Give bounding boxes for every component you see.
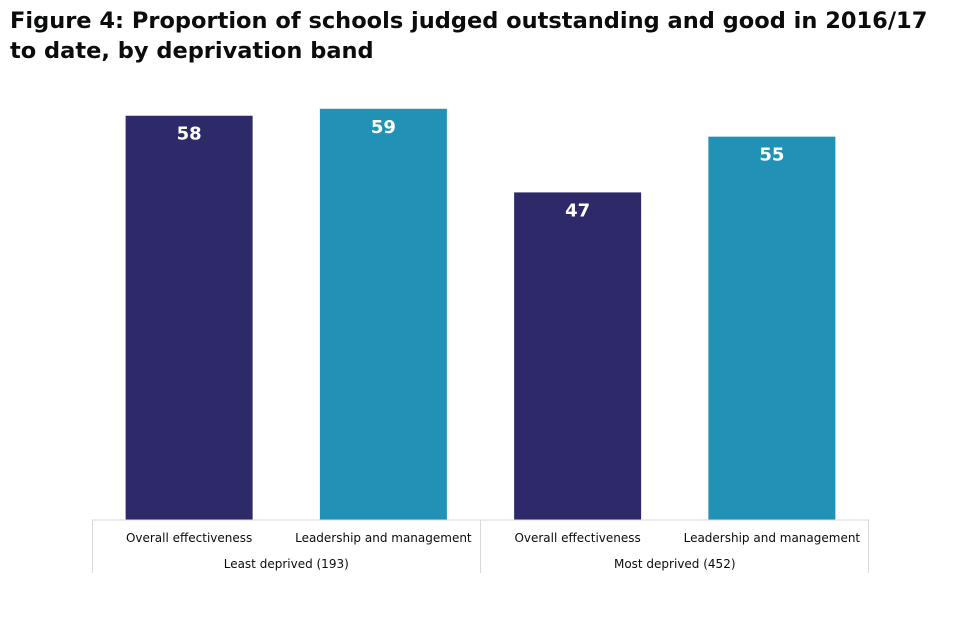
bar-2-2	[708, 136, 836, 520]
bar-value-label: 58	[177, 124, 202, 145]
bar-value-label: 47	[565, 200, 590, 221]
bar-value-label: 55	[759, 145, 784, 166]
chart-title: Figure 4: Proportion of schools judged o…	[10, 8, 928, 64]
bar-value-label: 59	[371, 117, 396, 138]
group-tick-label: Least deprived (193)	[224, 557, 349, 571]
category-tick-label: Leadership and management	[295, 531, 472, 545]
bar-2-1	[514, 192, 642, 520]
bar-1-2	[319, 108, 447, 521]
bar-1-1	[125, 115, 253, 521]
category-tick-label: Overall effectiveness	[126, 531, 252, 545]
group-tick-label: Most deprived (452)	[614, 557, 736, 571]
category-tick-label: Leadership and management	[684, 531, 861, 545]
category-tick-label: Overall effectiveness	[514, 531, 640, 545]
